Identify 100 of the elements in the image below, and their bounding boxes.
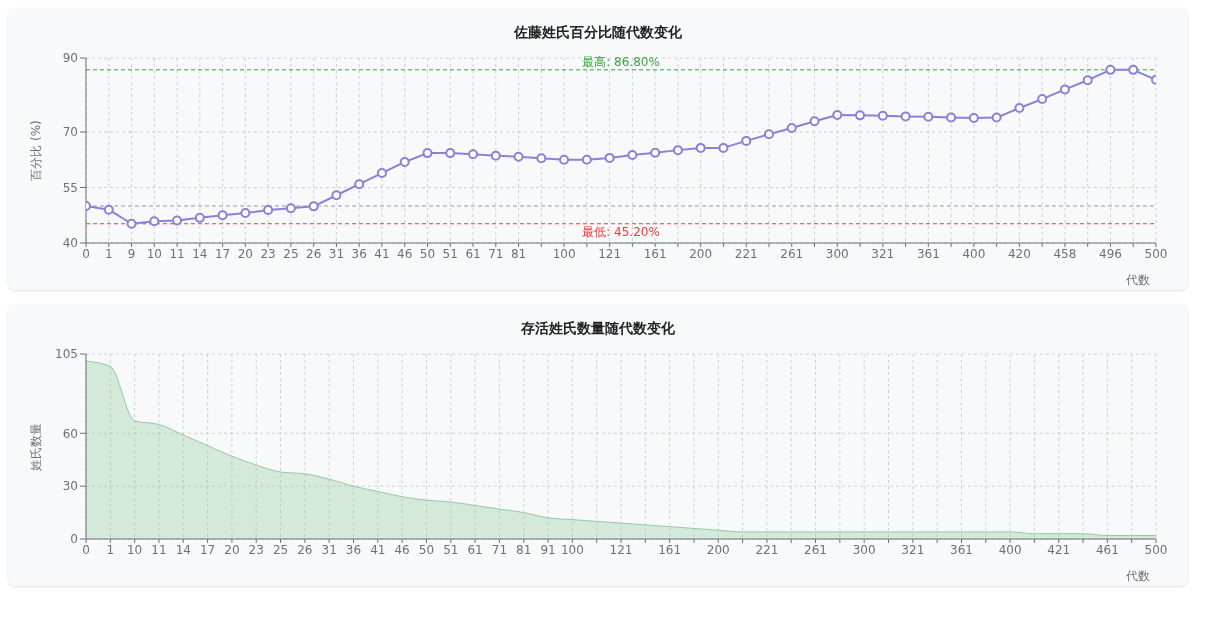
x-tick-label: 121 (609, 542, 633, 557)
x-tick-label: 0 (82, 246, 90, 261)
point (1014, 102, 1025, 113)
x-tick-label: 10 (127, 542, 143, 557)
point (946, 112, 957, 123)
point (1059, 84, 1070, 95)
x-tick-label: 10 (146, 246, 162, 261)
x-tick-label: 496 (1099, 246, 1122, 261)
x-tick-label: 161 (643, 246, 667, 261)
x-tick-label: 161 (658, 542, 682, 557)
x-tick-label: 400 (962, 246, 986, 261)
point (855, 110, 866, 121)
point (877, 110, 888, 121)
point (627, 149, 638, 160)
point (513, 151, 524, 162)
x-tick-label: 321 (901, 542, 925, 557)
x-tick-label: 23 (248, 542, 264, 557)
point (900, 111, 911, 122)
x-tick-label: 461 (1095, 542, 1119, 557)
x-tick-label: 121 (598, 246, 622, 261)
x-tick-label: 41 (370, 542, 386, 557)
x-tick-label: 458 (1053, 246, 1077, 261)
x-tick-label: 50 (419, 246, 436, 261)
y-axis-title: 百分比 (%) (29, 120, 44, 181)
x-tick-label: 81 (516, 542, 532, 557)
x-tick-label: 14 (192, 246, 208, 261)
x-tick-label: 71 (488, 246, 504, 261)
x-tick-label: 25 (272, 542, 289, 557)
point (103, 204, 114, 215)
x-tick-label: 46 (394, 542, 410, 557)
point (695, 142, 706, 153)
x-tick-label: 20 (237, 246, 253, 261)
x-tick-label: 50 (418, 542, 435, 557)
y-tick-label: 0 (70, 532, 78, 547)
x-tick-label: 9 (127, 246, 136, 261)
x-tick-label: 1 (104, 246, 113, 261)
point (263, 205, 274, 216)
x-tick-label: 26 (306, 246, 322, 261)
x-tick-label: 321 (871, 246, 895, 261)
point (763, 129, 774, 140)
point (809, 116, 820, 127)
point (194, 212, 205, 223)
x-tick-label: 61 (465, 246, 481, 261)
chart-title: 存活姓氏数量随代数变化 (520, 320, 676, 338)
point (126, 218, 137, 229)
y-tick-label: 30 (62, 479, 78, 494)
x-tick-label: 11 (169, 246, 185, 261)
x-tick-label: 20 (224, 542, 240, 557)
x-tick-label: 261 (780, 246, 804, 261)
x-tick-label: 221 (734, 246, 758, 261)
x-tick-label: 31 (321, 542, 337, 557)
point (217, 210, 228, 221)
x-tick-label: 100 (560, 542, 584, 557)
point (376, 168, 387, 179)
x-tick-label: 361 (950, 542, 973, 557)
point (536, 153, 547, 164)
y-tick-label: 105 (55, 347, 78, 362)
point (968, 112, 979, 123)
x-tick-label: 23 (260, 246, 276, 261)
x-tick-label: 51 (442, 246, 458, 261)
x-tick-label: 14 (175, 542, 191, 557)
ref-line-label: 最高: 86.80% (582, 54, 660, 69)
y-tick-label: 90 (62, 51, 78, 66)
x-axis-title: 代数 (1125, 273, 1150, 287)
x-tick-label: 36 (345, 542, 362, 557)
point (308, 201, 319, 212)
x-tick-label: 1 (106, 542, 115, 557)
x-tick-label: 500 (1144, 542, 1168, 557)
point (604, 152, 615, 163)
y-tick-label: 55 (62, 180, 78, 195)
x-tick-label: 261 (804, 542, 827, 557)
x-tick-label: 17 (199, 542, 216, 557)
point (354, 179, 365, 190)
y-tick-label: 60 (62, 426, 78, 441)
point (399, 156, 410, 167)
point (991, 112, 1002, 123)
x-tick-label: 500 (1144, 246, 1168, 261)
ref-line-label: 最低: 45.20% (582, 225, 660, 240)
x-tick-label: 31 (328, 246, 345, 261)
point (468, 149, 479, 160)
point (445, 148, 456, 159)
point (331, 190, 342, 201)
point (1082, 75, 1093, 86)
x-tick-label: 26 (297, 542, 313, 557)
x-tick-label: 25 (283, 246, 299, 261)
point (923, 111, 934, 122)
x-tick-label: 51 (443, 542, 459, 557)
point (1128, 64, 1139, 75)
point (240, 208, 251, 219)
y-tick-label: 40 (62, 236, 78, 251)
y-tick-label: 70 (62, 125, 78, 140)
x-tick-label: 200 (706, 542, 730, 557)
x-tick-label: 41 (374, 246, 390, 261)
x-tick-label: 91 (540, 542, 556, 557)
x-tick-label: 400 (998, 542, 1022, 557)
x-tick-label: 300 (852, 542, 876, 557)
x-tick-label: 200 (689, 246, 713, 261)
point (149, 216, 160, 227)
x-tick-label: 361 (916, 246, 940, 261)
x-tick-label: 17 (214, 246, 231, 261)
